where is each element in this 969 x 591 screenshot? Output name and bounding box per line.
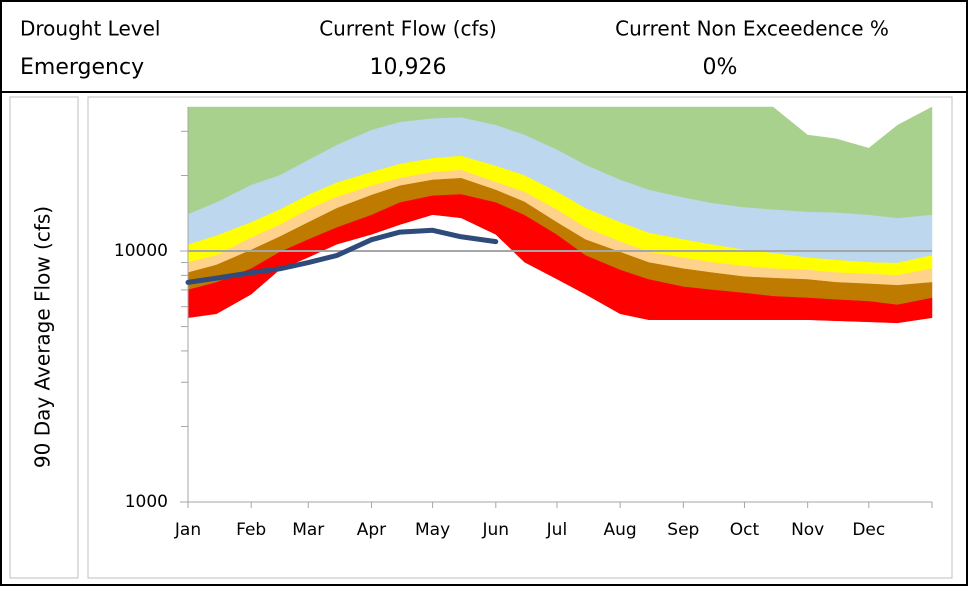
header-value: Emergency (20, 55, 144, 80)
x-tick-label: Sep (667, 520, 699, 540)
y-tick-label: 10000 (114, 241, 168, 261)
x-tick-label: Feb (236, 520, 266, 540)
x-tick-label: Dec (852, 520, 885, 540)
header-label: Current Flow (cfs) (319, 17, 497, 41)
x-tick-label: Jul (546, 520, 568, 540)
x-tick-label: Aug (604, 520, 637, 540)
header-label: Drought Level (20, 17, 160, 41)
header-value: 0% (703, 55, 738, 80)
x-tick-label: Nov (791, 520, 824, 540)
ylabel-box (9, 96, 79, 579)
x-tick-label: Mar (292, 520, 324, 540)
header-label: Current Non Exceedence % (615, 17, 889, 41)
header-value: 10,926 (370, 55, 447, 80)
x-tick-label: Apr (357, 520, 386, 540)
y-tick-label: 1000 (125, 492, 168, 512)
y-axis-label: 90 Day Average Flow (cfs) (31, 206, 55, 468)
x-tick-label: Jun (482, 520, 510, 540)
flow-line (185, 227, 499, 285)
plot: 1000 10000 Jan Feb Mar Apr May Jun Jul Aug Sep Oct N… (114, 106, 933, 540)
x-tick-label: Jan (174, 520, 201, 540)
x-tick-label: Oct (730, 520, 760, 540)
x-tick-label: May (415, 520, 450, 540)
